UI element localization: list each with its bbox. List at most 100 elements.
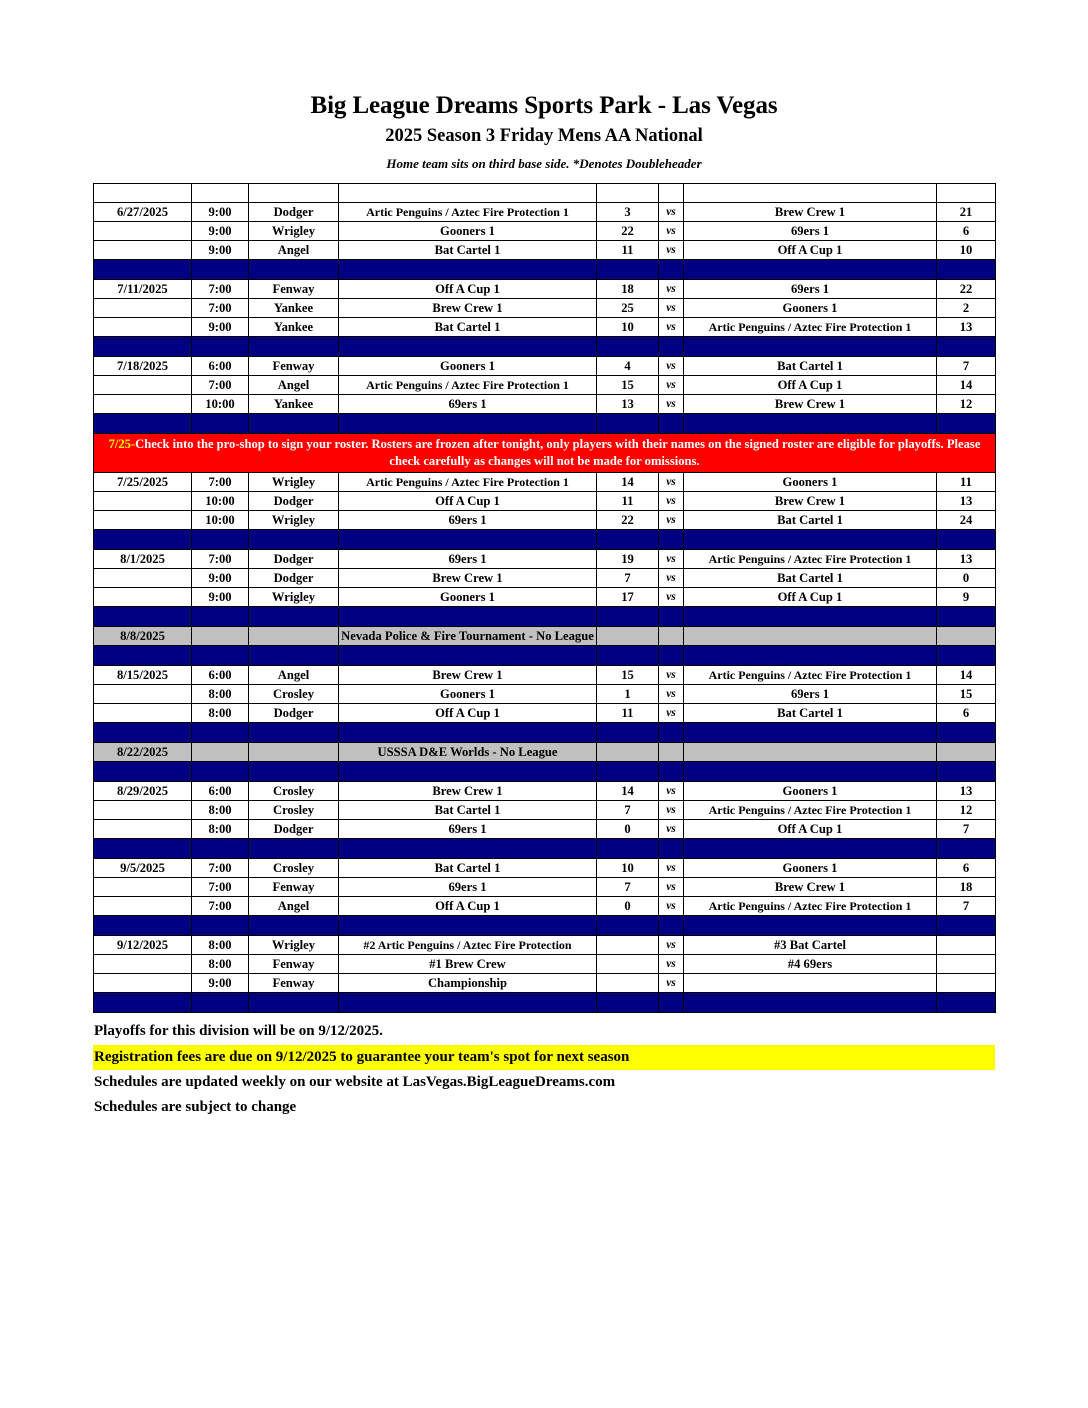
cell-away-team (683, 742, 937, 763)
header-note: Home team sits on third base side. *Deno… (386, 155, 702, 171)
column-header-vs (658, 183, 684, 204)
cell-away-score: 7 (936, 896, 996, 917)
cell-away-team: Bat Cartel 1 (683, 703, 937, 724)
separator-cell (248, 645, 339, 667)
cell-away-team: Artic Penguins / Aztec Fire Protection 1 (683, 896, 937, 917)
separator-cell (248, 336, 339, 358)
cell-home-score: 15 (596, 665, 659, 686)
separator-cell (936, 992, 996, 1014)
cell-replica (248, 626, 339, 647)
cell-vs: vs (658, 317, 684, 338)
separator-cell (683, 529, 937, 551)
cell-replica: Wrigley (248, 221, 339, 242)
cell-home-score: 7 (596, 568, 659, 589)
separator-cell (248, 413, 339, 435)
cell-home-score: 7 (596, 877, 659, 898)
separator-cell (658, 413, 684, 435)
cell-date: 7/25/2025 (93, 472, 192, 493)
cell-time: 9:00 (191, 973, 249, 994)
cell-home-team: Off A Cup 1 (338, 896, 597, 917)
separator-cell (683, 722, 937, 744)
cell-away-team: #4 69ers (683, 954, 937, 975)
cell-vs: vs (658, 877, 684, 898)
separator-cell (596, 722, 659, 744)
document-header: Big League Dreams Sports Park - Las Vega… (0, 0, 1088, 171)
cell-vs: vs (658, 858, 684, 879)
separator-cell (596, 336, 659, 358)
schedule-table-wrapper: Date Time Replica Home Team Score Away T… (93, 183, 996, 1014)
table-row: 8/1/2025 7:00 Dodger 69ers 1 19 vs Artic Pengu… (93, 549, 996, 570)
cell-home-score: 10 (596, 317, 659, 338)
cell-home-team: Brew Crew 1 (338, 665, 597, 686)
block-separator-row (93, 259, 996, 281)
separator-cell (338, 915, 597, 937)
separator-cell (596, 992, 659, 1014)
footer-line-4: Schedules are subject to change (94, 1099, 297, 1116)
cell-vs: vs (658, 510, 684, 531)
table-header: Date Time Replica Home Team Score Away T… (93, 183, 996, 204)
cell-date (93, 375, 192, 396)
separator-cell (248, 992, 339, 1014)
cell-vs: vs (658, 202, 684, 223)
cell-home-score: 22 (596, 221, 659, 242)
footer-line-1: Playoffs for this division will be on 9/… (94, 1023, 383, 1040)
cell-time: 8:00 (191, 954, 249, 975)
separator-cell (658, 915, 684, 937)
cell-vs: vs (658, 665, 684, 686)
separator-cell (191, 838, 249, 860)
cell-away-team: Artic Penguins / Aztec Fire Protection 1 (683, 549, 937, 570)
footer-line-3: Schedules are updated weekly on our webs… (94, 1073, 616, 1090)
column-header-home-team: Home Team (338, 183, 597, 204)
cell-time: 8:00 (191, 819, 249, 840)
cell-date (93, 221, 192, 242)
cell-time: 7:00 (191, 549, 249, 570)
cell-home-team: #2 Artic Penguins / Aztec Fire Protectio… (338, 935, 597, 956)
cell-replica: Fenway (248, 279, 339, 300)
cell-vs: vs (658, 896, 684, 917)
cell-away-team: 69ers 1 (683, 221, 937, 242)
no-league-label: Nevada Police & Fire Tournament - No Lea… (338, 626, 597, 647)
cell-home-team: 69ers 1 (338, 549, 597, 570)
cell-vs: vs (658, 491, 684, 512)
block-separator-row (93, 761, 996, 783)
cell-home-score: 13 (596, 394, 659, 415)
separator-cell (683, 259, 937, 281)
cell-home-score (596, 954, 659, 975)
separator-cell (248, 606, 339, 628)
separator-cell (191, 761, 249, 783)
table-row: 9/12/2025 8:00 Wrigley #2 Artic Penguins / … (93, 935, 996, 956)
cell-time: 6:00 (191, 356, 249, 377)
cell-away-score: 0 (936, 568, 996, 589)
separator-cell (338, 529, 597, 551)
separator-cell (596, 413, 659, 435)
separator-cell (936, 529, 996, 551)
roster-notice-text: 7/25-Check into the pro-shop to sign you… (93, 433, 996, 474)
cell-time: 7:00 (191, 877, 249, 898)
separator-cell (683, 915, 937, 937)
cell-date: 8/8/2025 (93, 626, 192, 647)
cell-away-score: 7 (936, 819, 996, 840)
cell-vs: vs (658, 298, 684, 319)
cell-home-score: 18 (596, 279, 659, 300)
separator-cell (936, 838, 996, 860)
separator-cell (596, 761, 659, 783)
cell-date (93, 317, 192, 338)
separator-cell (191, 915, 249, 937)
cell-away-score: 7 (936, 356, 996, 377)
cell-away-score (936, 742, 996, 763)
separator-cell (596, 915, 659, 937)
cell-time: 7:00 (191, 375, 249, 396)
cell-vs: vs (658, 549, 684, 570)
cell-home-team: Brew Crew 1 (338, 781, 597, 802)
cell-home-score: 10 (596, 858, 659, 879)
cell-away-score (936, 935, 996, 956)
cell-home-team: Brew Crew 1 (338, 298, 597, 319)
separator-cell (596, 606, 659, 628)
table-row: 10:00 Yankee 69ers 1 13 vs Brew Crew 1 12 (93, 394, 996, 415)
table-row: 10:00 Wrigley 69ers 1 22 vs Bat Cartel 1 24 (93, 510, 996, 531)
cell-away-team: Artic Penguins / Aztec Fire Protection 1 (683, 800, 937, 821)
block-separator-row (93, 529, 996, 551)
cell-away-score: 6 (936, 703, 996, 724)
separator-cell (248, 761, 339, 783)
